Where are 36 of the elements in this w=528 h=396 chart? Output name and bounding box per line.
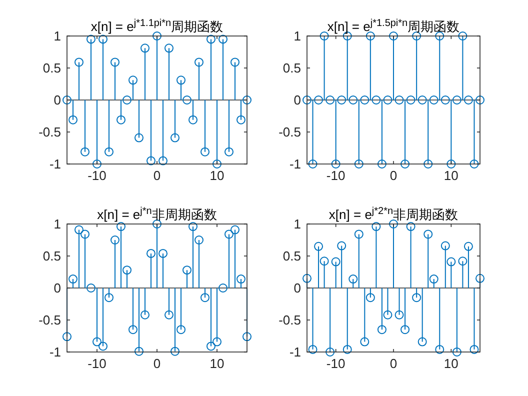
y-tick-label: 1: [294, 216, 301, 232]
chart-title: x[n] = e$^{j*n}$非周期函数: [97, 206, 217, 222]
y-tick-label: -0.5: [278, 124, 301, 140]
x-tick-label: -10: [88, 168, 106, 183]
y-tick-label: 1: [54, 216, 61, 232]
chart-title: x[n] = e$^{j*1.5pi*n}$周期函数: [327, 18, 460, 34]
y-tick-label: 0.5: [42, 60, 61, 76]
y-tick-label: -0.5: [278, 312, 301, 328]
x-tick-label: 0: [390, 356, 398, 371]
x-tick-label: 0: [153, 356, 161, 371]
y-tick-label: 0.5: [42, 248, 61, 264]
x-tick-label: 0: [390, 168, 398, 183]
x-tick-label: -10: [326, 356, 346, 371]
y-tick-label: 1: [54, 28, 61, 44]
chart-title: x[n] = e$^{j*1.1pi*n}$周期函数: [90, 18, 224, 34]
x-tick-label: -10: [326, 168, 346, 183]
x-tick-label: 10: [210, 356, 224, 371]
x-tick-label: -10: [88, 356, 106, 371]
y-tick-label: 0: [54, 280, 61, 296]
y-tick-label: -1: [49, 156, 61, 172]
y-tick-label: -1: [49, 344, 61, 360]
x-tick-label: 10: [210, 168, 224, 183]
y-tick-label: 0: [54, 92, 61, 108]
y-tick-label: 0.5: [282, 60, 301, 76]
x-tick-label: 10: [444, 356, 458, 371]
x-tick-label: 10: [444, 168, 458, 183]
y-tick-label: -0.5: [38, 124, 61, 140]
chart-title: x[n] = e$^{j*2*n}$非周期函数: [328, 206, 458, 222]
y-tick-label: 0: [294, 280, 301, 296]
x-tick-label: 0: [153, 168, 161, 183]
y-tick-label: 0: [294, 92, 301, 108]
y-tick-label: 0.5: [282, 248, 301, 264]
y-tick-label: -1: [289, 156, 301, 172]
y-tick-label: -1: [289, 344, 301, 360]
y-tick-label: -0.5: [38, 312, 61, 328]
y-tick-label: 1: [294, 28, 301, 44]
